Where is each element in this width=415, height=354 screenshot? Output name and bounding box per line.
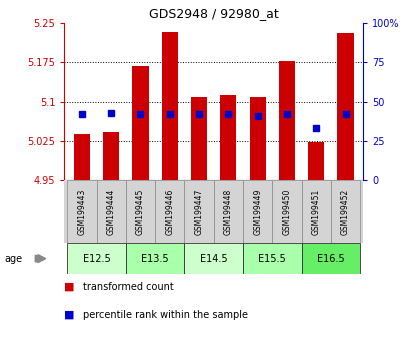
Bar (337, 34, 354, 180)
Title: GDS2948 / 92980_at: GDS2948 / 92980_at (149, 7, 278, 21)
Bar (155, 180, 184, 243)
Bar (97, 180, 126, 243)
Bar (67, 180, 97, 243)
Text: GSM199447: GSM199447 (195, 188, 204, 235)
Bar (249, 97, 266, 180)
Bar (126, 180, 155, 243)
Text: transformed count: transformed count (83, 282, 174, 292)
Text: GSM199446: GSM199446 (165, 188, 174, 235)
Text: GSM199449: GSM199449 (253, 188, 262, 235)
Text: E16.5: E16.5 (317, 254, 345, 264)
Text: GSM199450: GSM199450 (283, 188, 291, 235)
Bar (184, 243, 243, 274)
Text: percentile rank within the sample: percentile rank within the sample (83, 310, 248, 320)
Bar (243, 180, 272, 243)
Text: GSM199452: GSM199452 (341, 188, 350, 235)
Bar (214, 180, 243, 243)
Text: E13.5: E13.5 (142, 254, 169, 264)
Bar (162, 33, 178, 180)
Bar (243, 243, 302, 274)
Text: age: age (4, 254, 22, 264)
Text: E14.5: E14.5 (200, 254, 227, 264)
Bar (67, 243, 126, 274)
FancyArrow shape (35, 255, 46, 263)
Text: ■: ■ (64, 282, 75, 292)
Bar (184, 180, 214, 243)
Bar (74, 134, 90, 180)
Bar (331, 180, 360, 243)
Bar (272, 180, 302, 243)
Bar (279, 61, 295, 180)
Text: GSM199448: GSM199448 (224, 188, 233, 235)
Bar (191, 97, 207, 180)
Text: ■: ■ (64, 310, 75, 320)
Bar (302, 180, 331, 243)
Text: GSM199445: GSM199445 (136, 188, 145, 235)
Text: E12.5: E12.5 (83, 254, 110, 264)
Bar (103, 132, 119, 180)
Text: GSM199443: GSM199443 (78, 188, 86, 235)
Bar (308, 142, 324, 180)
Text: E15.5: E15.5 (259, 254, 286, 264)
Bar (132, 66, 149, 180)
Bar (220, 95, 237, 180)
Text: GSM199444: GSM199444 (107, 188, 116, 235)
Text: GSM199451: GSM199451 (312, 188, 321, 235)
Bar (302, 243, 360, 274)
Bar (126, 243, 184, 274)
